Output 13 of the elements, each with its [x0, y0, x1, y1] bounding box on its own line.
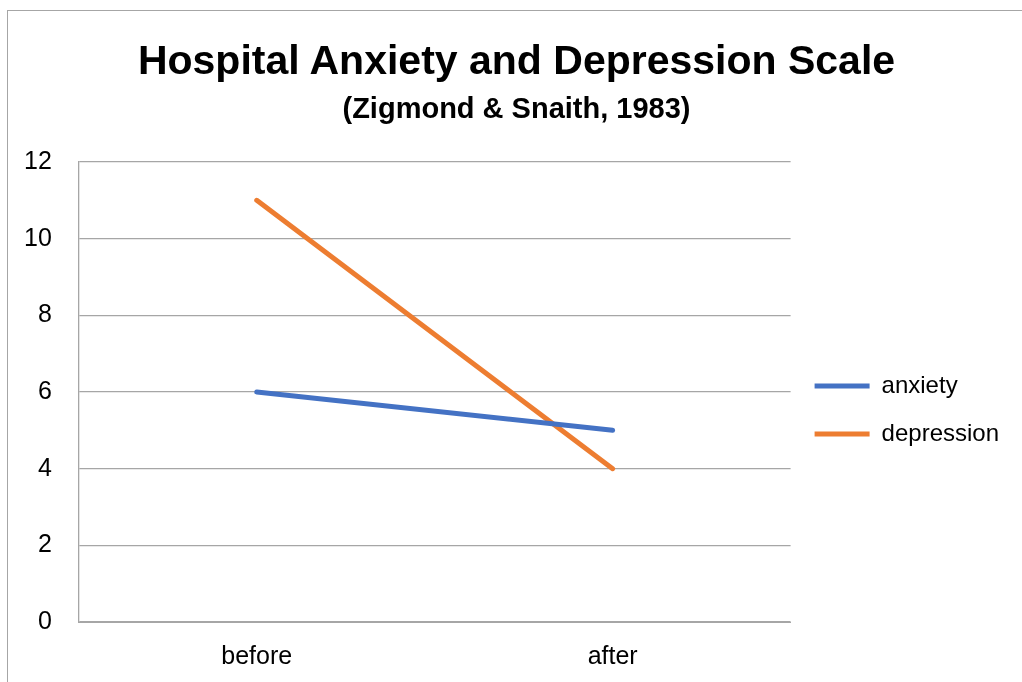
chart-title: Hospital Anxiety and Depression Scale	[137, 36, 896, 83]
y-tick-label: 6	[37, 375, 52, 404]
y-tick-label: 2	[37, 529, 52, 558]
chart-subtitle: (Zigmond & Snaith, 1983)	[342, 91, 691, 124]
y-tick-label: 8	[37, 299, 52, 328]
legend-label: depression	[881, 418, 1000, 446]
legend-label: anxiety	[881, 370, 958, 398]
y-tick-label: 10	[24, 222, 52, 251]
y-tick-label: 4	[37, 452, 52, 481]
y-tick-label: 0	[37, 605, 52, 634]
x-tick-label: after	[587, 640, 638, 669]
x-tick-label: before	[221, 640, 293, 669]
y-tick-label: 12	[24, 145, 52, 174]
